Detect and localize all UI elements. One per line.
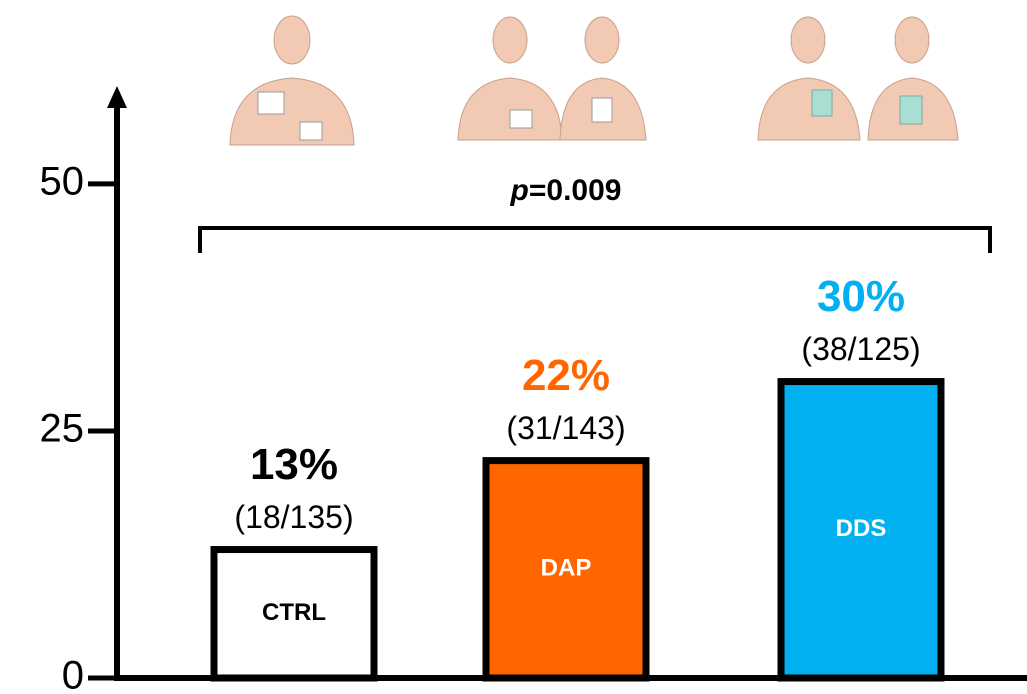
category-label: DDS: [836, 515, 887, 542]
bracket: [198, 226, 992, 253]
y-tick-label: 50: [40, 159, 85, 203]
count-label: (38/125): [801, 331, 920, 367]
dds-figure: [757, 16, 959, 141]
bar: [777, 378, 945, 682]
p-symbol: p: [510, 174, 529, 207]
value-label: 13%: [250, 440, 338, 489]
value-label: 30%: [817, 272, 905, 321]
bar: [482, 457, 650, 682]
illustrations: [229, 15, 959, 146]
p-value: p=0.009: [510, 174, 622, 207]
category-label: CTRL: [262, 599, 326, 626]
count-label: (31/143): [506, 410, 625, 446]
y-tick-label: 0: [62, 654, 84, 694]
ctrl-figure: [229, 15, 355, 146]
category-label: DAP: [541, 555, 592, 582]
count-label: (18/135): [234, 499, 353, 535]
dap-figure: [457, 16, 647, 141]
y-tick-label: 25: [40, 407, 85, 451]
value-label: 22%: [522, 351, 610, 400]
bar: [210, 546, 378, 682]
y-axis-arrow: [107, 86, 127, 108]
p-number: =0.009: [529, 174, 622, 207]
